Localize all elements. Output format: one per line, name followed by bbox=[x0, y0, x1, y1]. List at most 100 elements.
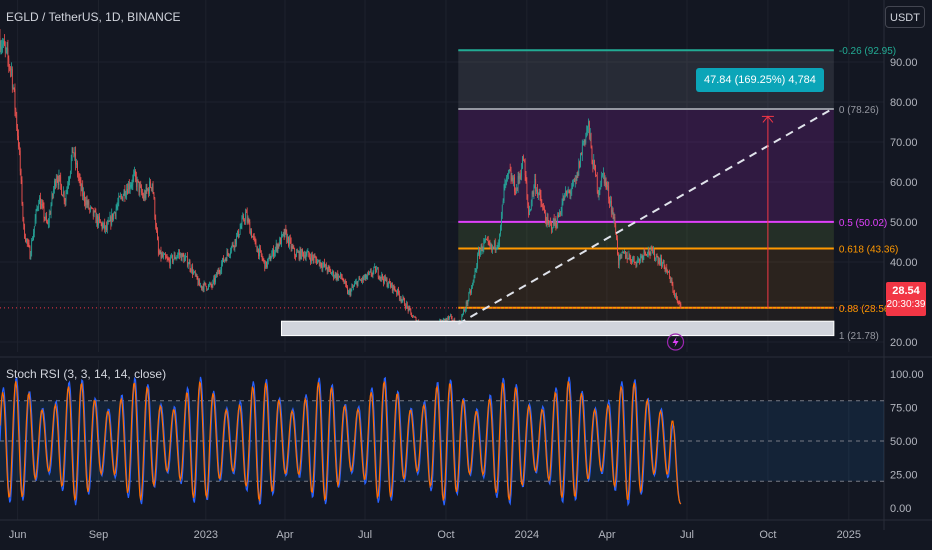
candle-body bbox=[668, 271, 669, 273]
candle-body bbox=[296, 251, 297, 257]
candle-body bbox=[230, 246, 232, 252]
candle-body bbox=[479, 251, 481, 257]
candle-body bbox=[573, 180, 574, 182]
candle-body bbox=[204, 282, 206, 284]
candle-body bbox=[260, 250, 262, 256]
candle-body bbox=[150, 187, 152, 189]
candle-body bbox=[561, 203, 563, 212]
candle-body bbox=[159, 250, 161, 254]
candle-body bbox=[172, 255, 173, 263]
candle-body bbox=[251, 230, 252, 238]
candle-body bbox=[401, 299, 403, 301]
candle-body bbox=[304, 254, 306, 259]
candle-body bbox=[113, 212, 115, 214]
candle-body bbox=[142, 193, 143, 196]
candle-body bbox=[525, 175, 527, 183]
candle-body bbox=[259, 248, 260, 257]
fib-level-label: 0 (78.26) bbox=[839, 105, 879, 116]
candle-body bbox=[219, 271, 221, 273]
candle-body bbox=[13, 87, 15, 90]
candle-body bbox=[200, 285, 201, 287]
candle-body bbox=[636, 261, 638, 267]
candle-body bbox=[597, 191, 599, 196]
candle-body bbox=[345, 280, 347, 285]
candle-body bbox=[210, 283, 212, 286]
candle-body bbox=[520, 175, 522, 177]
candle-body bbox=[332, 271, 333, 274]
candle-body bbox=[201, 285, 202, 289]
candle-body bbox=[41, 203, 43, 205]
candle-body bbox=[339, 275, 340, 277]
candle-body bbox=[659, 260, 661, 265]
fibonacci-retracement[interactable]: -0.26 (92.95) 0 (78.26) 0.5 (50.02) 0.618 (… bbox=[458, 46, 898, 342]
candle-body bbox=[647, 254, 648, 255]
candle-body bbox=[507, 173, 508, 177]
drawings[interactable] bbox=[0, 107, 884, 351]
candle-body bbox=[318, 259, 320, 266]
candle-body bbox=[415, 317, 417, 324]
candle-body bbox=[592, 163, 594, 170]
candle-body bbox=[662, 259, 664, 264]
candle-body bbox=[559, 213, 561, 215]
candle-body bbox=[136, 179, 138, 187]
candle-body bbox=[182, 253, 184, 256]
candle-body bbox=[651, 247, 653, 250]
candle-body bbox=[591, 147, 593, 164]
candle-body bbox=[412, 316, 413, 318]
candle-body bbox=[69, 177, 70, 182]
candle-body bbox=[600, 185, 602, 189]
time-tick-label: Jul bbox=[358, 529, 372, 541]
candle-body bbox=[527, 194, 529, 205]
candle-body bbox=[671, 280, 673, 285]
candle-body bbox=[568, 191, 570, 193]
symbol-title[interactable]: EGLD / TetherUS, 1D, BINANCE bbox=[6, 10, 181, 24]
candle-body bbox=[10, 68, 11, 70]
candle-body bbox=[511, 177, 513, 181]
candle-body bbox=[164, 254, 165, 256]
candle-body bbox=[99, 219, 101, 223]
candle-body bbox=[248, 219, 250, 223]
candle-body bbox=[337, 273, 339, 280]
candle-body bbox=[133, 174, 135, 178]
candle-body bbox=[143, 193, 145, 200]
fib-zone bbox=[458, 248, 834, 308]
candle-body bbox=[331, 273, 332, 275]
candle-body bbox=[253, 236, 255, 239]
candle-body bbox=[321, 266, 323, 269]
candle-body bbox=[666, 267, 668, 272]
candle-body bbox=[276, 243, 278, 251]
stoch-rsi-d-line bbox=[0, 381, 682, 505]
candle-body bbox=[157, 239, 159, 253]
candle-body bbox=[566, 190, 567, 196]
candle-body bbox=[361, 279, 362, 282]
candle-body bbox=[574, 178, 576, 182]
candle-body bbox=[124, 189, 126, 197]
candle-body bbox=[393, 285, 395, 289]
candle-body bbox=[172, 259, 174, 263]
candle-body bbox=[4, 45, 6, 49]
candle-body bbox=[334, 273, 336, 277]
measure-label[interactable]: 47.84 (169.25%) 4,784 bbox=[696, 68, 824, 92]
candle-body bbox=[556, 226, 558, 228]
candle-body bbox=[493, 241, 495, 248]
candle-body bbox=[376, 268, 378, 270]
candle-body bbox=[340, 273, 341, 277]
candle-body bbox=[277, 244, 279, 251]
candle-body bbox=[166, 258, 168, 259]
currency-button[interactable]: USDT bbox=[885, 6, 925, 28]
candle-body bbox=[646, 254, 647, 255]
candle-body bbox=[208, 284, 209, 290]
candle-body bbox=[654, 249, 655, 260]
candle-body bbox=[533, 185, 535, 195]
candle-body bbox=[461, 316, 463, 322]
candle-body bbox=[618, 256, 620, 266]
candle-body bbox=[648, 249, 650, 254]
candle-body bbox=[502, 200, 504, 205]
candle-body bbox=[344, 280, 346, 284]
candle-body bbox=[503, 184, 505, 201]
indicator-title[interactable]: Stoch RSI (3, 3, 14, 14, close) bbox=[6, 367, 167, 381]
candle-body bbox=[658, 260, 660, 263]
candle-body bbox=[505, 180, 507, 185]
candle-body bbox=[72, 147, 74, 154]
